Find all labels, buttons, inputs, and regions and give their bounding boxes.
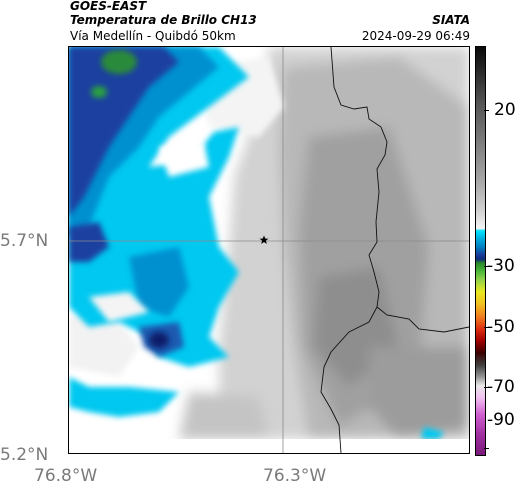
star-icon xyxy=(259,235,269,244)
colorbar-tick-minus70: -70 xyxy=(487,377,515,397)
lon-label-76-8: 76.8°W xyxy=(34,466,98,486)
warm-surface-region xyxy=(179,47,469,439)
product-title: Temperatura de Brillo CH13 xyxy=(70,13,257,27)
colorbar-tick-20: 20 xyxy=(494,100,516,120)
region-subtitle: Vía Medellín - Quibdó 50km xyxy=(70,29,236,43)
colorbar-tick-mark xyxy=(484,266,489,267)
colorbar xyxy=(475,46,486,456)
map-panel[interactable] xyxy=(68,46,470,454)
brightness-temperature-map xyxy=(69,47,469,453)
lat-label-5-2: 5.2°N xyxy=(0,445,49,465)
colorbar-tick-mark xyxy=(484,387,489,388)
lat-label-5-7: 5.7°N xyxy=(0,231,49,251)
timestamp: 2024-09-29 06:49 xyxy=(361,29,470,43)
lon-label-76-3: 76.3°W xyxy=(263,466,327,486)
colorbar-tick-minus50: -50 xyxy=(487,317,515,337)
colorbar-tick-minus30: -30 xyxy=(487,256,515,276)
colorbar-tick-minus90: -90 xyxy=(487,410,515,430)
colorbar-tick-mark xyxy=(484,448,489,449)
colorbar-tick-mark xyxy=(484,327,489,328)
boundary-line-south xyxy=(320,306,378,453)
satellite-title: GOES-EAST xyxy=(70,0,147,13)
colorbar-tick-mark xyxy=(484,110,489,111)
boundary-line xyxy=(330,47,469,333)
source-label: SIATA xyxy=(432,13,470,27)
